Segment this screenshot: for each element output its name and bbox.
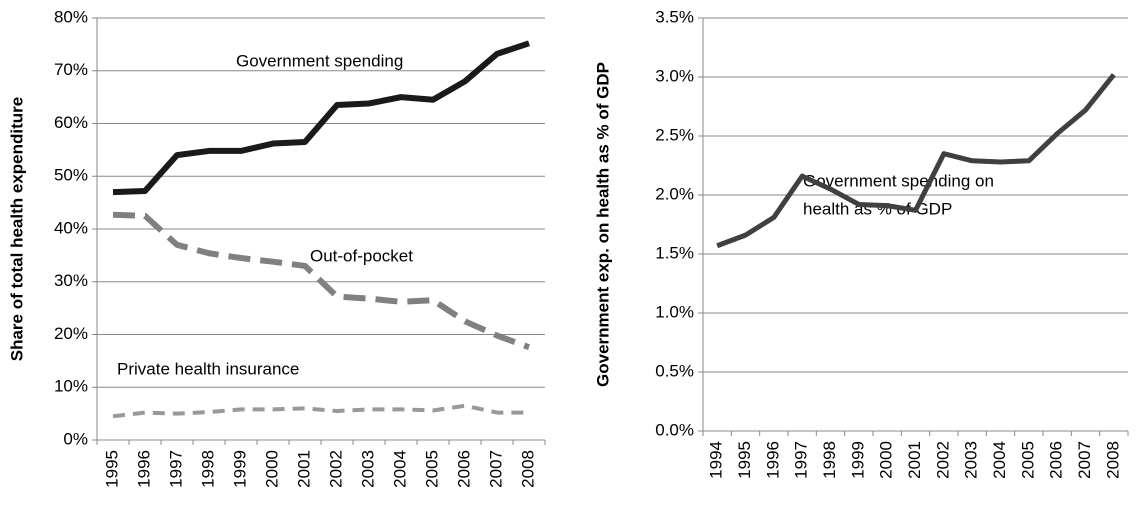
x-tick-label: 2008 <box>518 450 537 488</box>
y-tick-label: 30% <box>54 271 88 290</box>
x-tick-label: 1997 <box>166 450 185 488</box>
y-tick-label: 2.0% <box>655 184 694 203</box>
series-label: Out-of-pocket <box>310 246 413 265</box>
x-tick-label: 1994 <box>707 441 726 479</box>
x-tick-label: 1998 <box>820 441 839 479</box>
x-tick-label: 2004 <box>990 441 1009 479</box>
y-tick-label: 1.5% <box>655 243 694 262</box>
series-line <box>112 211 531 350</box>
x-tick-label: 2005 <box>1018 441 1037 479</box>
y-tick-label: 0.5% <box>655 361 694 380</box>
y-axis-title: Share of total health expenditure <box>7 97 26 362</box>
x-tick-label: 1995 <box>102 450 121 488</box>
y-tick-label: 70% <box>54 60 88 79</box>
series-line <box>716 73 1116 249</box>
x-tick-label: 1995 <box>735 441 754 479</box>
y-tick-label: 2.5% <box>655 125 694 144</box>
y-axis-title: Government exp. on health as % of GDP <box>593 62 612 387</box>
y-tick-label: 0.0% <box>655 420 694 439</box>
y-tick-label: 0% <box>63 429 88 448</box>
series-label: Government spending <box>236 51 403 70</box>
x-tick-label: 1997 <box>792 441 811 479</box>
x-tick-label: 1999 <box>848 441 867 479</box>
x-tick-label: 2008 <box>1103 441 1122 479</box>
y-tick-label: 40% <box>54 218 88 237</box>
series-label: Private health insurance <box>117 359 299 378</box>
x-tick-label: 1999 <box>230 450 249 488</box>
x-tick-label: 2002 <box>326 450 345 488</box>
y-tick-label: 50% <box>54 166 88 185</box>
x-tick-label: 2003 <box>962 441 981 479</box>
y-tick-label: 1.0% <box>655 302 694 321</box>
x-tick-label: 1996 <box>763 441 782 479</box>
y-tick-label: 20% <box>54 324 88 343</box>
x-tick-label: 2007 <box>486 450 505 488</box>
annotation: Government spending on <box>803 171 994 190</box>
x-tick-label: 1996 <box>134 450 153 488</box>
x-tick-label: 2003 <box>358 450 377 488</box>
series-line <box>112 40 530 196</box>
x-tick-label: 2004 <box>390 450 409 488</box>
x-tick-label: 2002 <box>933 441 952 479</box>
series-line <box>112 403 529 419</box>
y-tick-label: 3.5% <box>655 7 694 26</box>
y-tick-label: 3.0% <box>655 66 694 85</box>
x-tick-label: 2001 <box>905 441 924 479</box>
x-tick-label: 2006 <box>1047 441 1066 479</box>
y-tick-label: 60% <box>54 113 88 132</box>
x-tick-label: 2006 <box>454 450 473 488</box>
y-tick-label: 80% <box>54 7 88 26</box>
x-tick-label: 2005 <box>422 450 441 488</box>
annotation: health as % of GDP <box>803 199 952 218</box>
x-tick-label: 1998 <box>198 450 217 488</box>
x-tick-label: 2001 <box>294 450 313 488</box>
x-tick-label: 2000 <box>877 441 896 479</box>
y-tick-label: 10% <box>54 377 88 396</box>
x-tick-label: 2007 <box>1075 441 1094 479</box>
x-tick-label: 2000 <box>262 450 281 488</box>
